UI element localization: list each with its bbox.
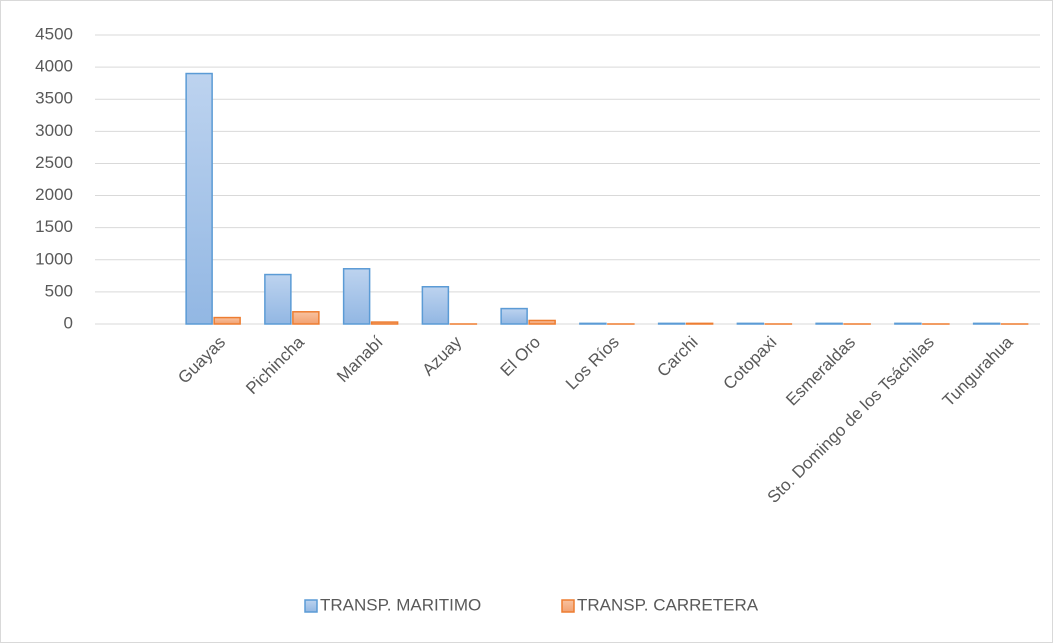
bar [370, 321, 399, 325]
bar [528, 319, 556, 325]
y-tick-label: 1500 [35, 217, 73, 236]
bar [894, 322, 922, 325]
legend-label: TRANSP. CARRETERA [577, 595, 759, 614]
y-tick-label: 3000 [35, 121, 73, 140]
y-tick-label: 0 [64, 313, 73, 332]
bar [264, 273, 292, 325]
bar [657, 322, 686, 325]
bar [421, 286, 450, 325]
bar [736, 322, 765, 325]
legend-label: TRANSP. MARITIMO [320, 595, 481, 614]
legend-swatch [561, 599, 575, 613]
bar [500, 307, 528, 325]
bar [292, 311, 320, 325]
legend-swatch [304, 599, 318, 613]
y-tick-label: 3500 [35, 89, 73, 108]
bar [579, 322, 607, 325]
bar [342, 268, 371, 325]
y-tick-label: 4000 [35, 57, 73, 76]
bar [185, 72, 213, 325]
bar [972, 322, 1001, 325]
bar [213, 316, 241, 325]
y-tick-label: 4500 [35, 24, 73, 43]
y-tick-label: 2500 [35, 153, 73, 172]
bar [815, 322, 843, 325]
bar [685, 322, 714, 325]
y-tick-label: 500 [45, 281, 73, 300]
y-tick-label: 1000 [35, 249, 73, 268]
y-tick-label: 2000 [35, 185, 73, 204]
